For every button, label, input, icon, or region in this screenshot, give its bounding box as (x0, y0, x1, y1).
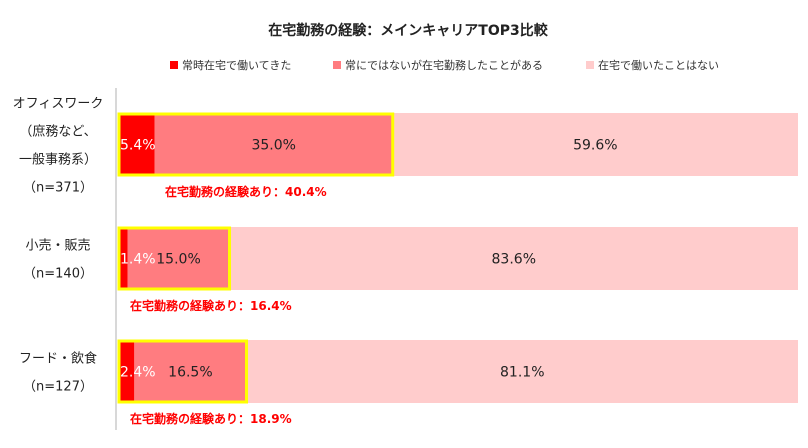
category-label-1-1: （n=140） (23, 267, 93, 282)
annotation-2: 在宅勤務の経験あり：18.9% (130, 411, 292, 426)
bar-segment-0-2 (392, 113, 798, 176)
legend-swatch-0 (170, 61, 178, 69)
bar-segment-1-0 (118, 227, 128, 290)
legend-label-1: 常にではないが在宅勤務したことがある (345, 58, 543, 72)
data-label-0-2: 59.6% (573, 138, 617, 154)
legend-label-2: 在宅で働いたことはない (598, 58, 719, 72)
bar-segment-1-2 (229, 227, 798, 290)
data-label-2-2: 81.1% (500, 365, 544, 381)
data-label-1-0: 1.4% (120, 252, 156, 268)
plot-area: 5.4% 35.0% 59.6% 在宅勤務の経験あり：40.4% 1.4% 15.0% 83… (117, 112, 798, 426)
bar-segment-1-1 (127, 227, 230, 290)
legend-label-0: 常時在宅で働いてきた (182, 58, 291, 72)
data-label-1-2: 83.6% (492, 252, 536, 268)
highlight-frame-2 (117, 339, 249, 404)
bar-segment-2-1 (134, 340, 247, 403)
bar-segment-2-0 (118, 340, 135, 403)
category-label-2-0: フード・飲食 (19, 351, 97, 367)
annotation-1: 在宅勤務の経験あり：16.4% (130, 298, 292, 313)
data-label-1-1: 15.0% (156, 252, 200, 268)
category-label-2-1: （n=127） (23, 380, 93, 395)
category-label-0-2: 一般事務系） (19, 152, 97, 168)
data-label-0-1: 35.0% (251, 138, 295, 154)
data-label-0-0: 5.4% (120, 138, 156, 154)
highlight-frame-1 (117, 226, 232, 291)
category-label-0-0: オフィスワーク (13, 97, 104, 112)
category-label-0-1: （庶務など、 (19, 124, 96, 140)
chart-title: 在宅勤務の経験：メインキャリアTOP3比較 (268, 22, 548, 39)
bar-segment-2-2 (246, 340, 798, 403)
highlight-frame-0 (117, 112, 395, 177)
data-label-2-0: 2.4% (120, 365, 156, 381)
category-labels: オフィスワーク （庶務など、一般事務系） （n=371） 小売・販売 （n=140） フー… (13, 97, 104, 395)
data-label-2-1: 16.5% (168, 365, 212, 381)
legend-swatch-1 (333, 61, 341, 69)
bar-segment-0-1 (154, 113, 393, 176)
bar-segment-0-0 (118, 113, 155, 176)
category-label-1-0: 小売・販売 (25, 238, 90, 254)
legend-swatch-2 (586, 61, 594, 69)
annotation-0: 在宅勤務の経験あり：40.4% (165, 184, 327, 199)
category-label-0-3: （n=371） (23, 181, 93, 196)
legend: 常時在宅で働いてきた 常にではないが在宅勤務したことがある 在宅で働いたことはない (170, 58, 719, 72)
